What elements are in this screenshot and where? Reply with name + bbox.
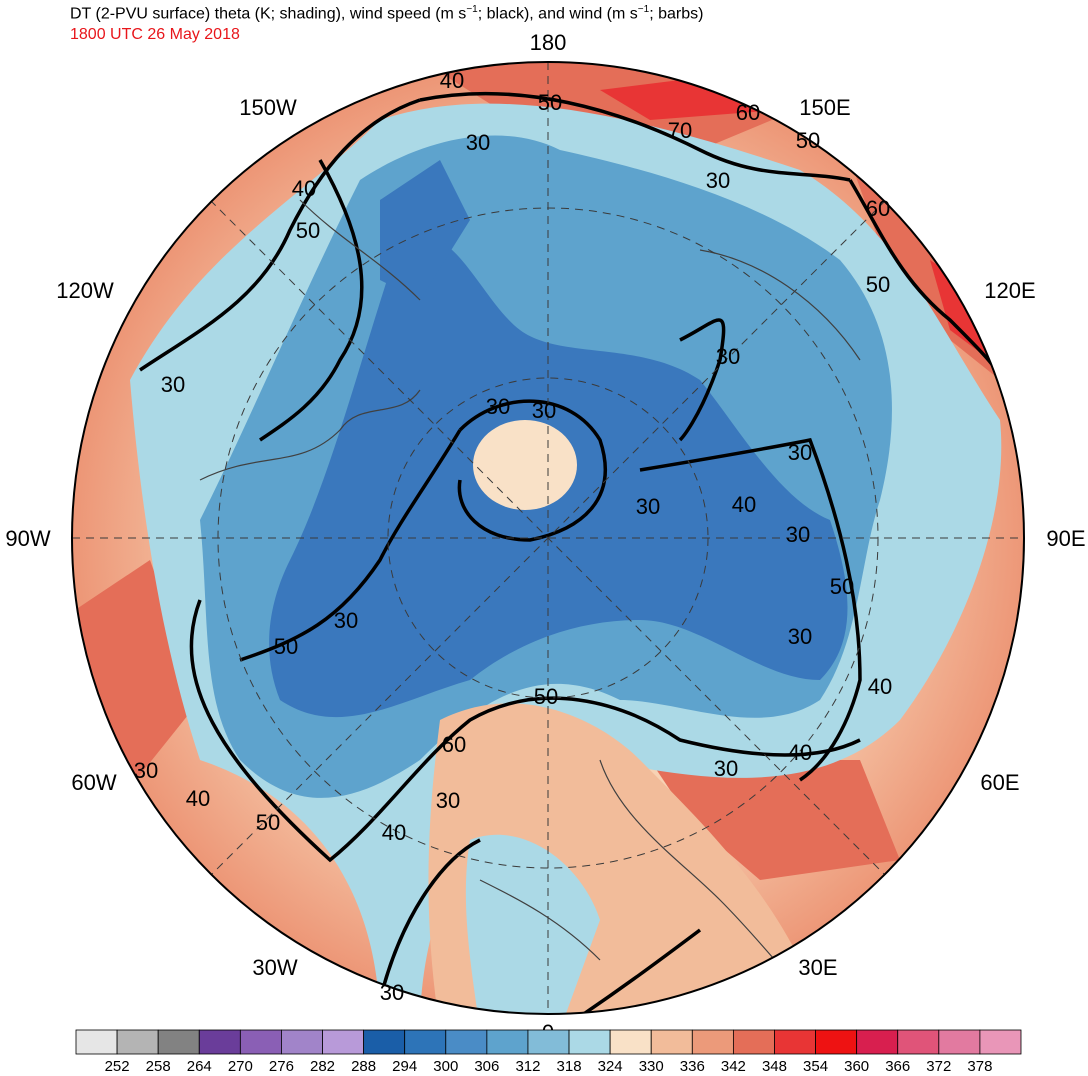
colorbar-tick-label: 330 — [639, 1058, 664, 1075]
colorbar-swatch — [897, 1029, 940, 1055]
contour-value-label: 30 — [466, 130, 490, 155]
contour-value-label: 30 — [486, 394, 510, 419]
colorbar-swatch — [815, 1029, 858, 1055]
graticule — [72, 62, 1024, 1014]
contour-value-label: 50 — [796, 128, 820, 153]
contour-value-label: 30 — [380, 980, 404, 1005]
longitude-label: 120W — [56, 278, 114, 303]
contour-value-label: 60 — [866, 196, 890, 221]
longitude-label: 150W — [239, 95, 297, 120]
colorbar-tick-label: 360 — [844, 1058, 869, 1075]
longitude-label: 120E — [984, 278, 1035, 303]
colorbar-swatch — [650, 1029, 693, 1055]
colorbar-swatch — [691, 1029, 734, 1055]
contour-value-label: 50 — [274, 634, 298, 659]
colorbar-swatch — [116, 1029, 159, 1055]
contour-value-label: 50 — [534, 684, 558, 709]
contour-value-label: 30 — [706, 168, 730, 193]
colorbar-tick-label: 348 — [762, 1058, 787, 1075]
contour-labels: 30 30 30 30 30 30 30 30 30 30 30 30 30 30 30 40 40 40 40 40… — [134, 68, 892, 1005]
colorbar-tick-label: 366 — [885, 1058, 910, 1075]
longitude-label: 60W — [71, 770, 116, 795]
colorbar-swatch — [445, 1029, 488, 1055]
contour-value-label: 40 — [440, 68, 464, 93]
colorbar-swatch — [486, 1029, 529, 1055]
colorbar-tick-label: 306 — [474, 1058, 499, 1075]
map-title: DT (2-PVU surface) theta (K; shading), w… — [70, 4, 704, 23]
colorbar-swatch — [938, 1029, 981, 1055]
colorbar-tick-label: 318 — [557, 1058, 582, 1075]
colorbar-tick-label: 282 — [310, 1058, 335, 1075]
contour-value-label: 40 — [292, 176, 316, 201]
contour-value-label: 30 — [134, 758, 158, 783]
contour-value-label: 60 — [736, 100, 760, 125]
longitude-label: 90W — [5, 526, 50, 551]
contour-value-label: 30 — [714, 756, 738, 781]
colorbar-swatch — [609, 1029, 652, 1055]
contour-value-label: 30 — [788, 440, 812, 465]
colorbar-tick-label: 378 — [967, 1058, 992, 1075]
contour-value-label: 30 — [161, 372, 185, 397]
colorbar-swatch — [732, 1029, 775, 1055]
colorbar-tick-label: 300 — [433, 1058, 458, 1075]
colorbar-tick-label: 324 — [598, 1058, 623, 1075]
colorbar-tick-label: 258 — [146, 1058, 171, 1075]
longitude-label: 150E — [799, 95, 850, 120]
colorbar-swatch — [281, 1029, 323, 1055]
colorbar-swatch — [75, 1029, 118, 1055]
wind-speed-contours — [139, 91, 1002, 1014]
contour-value-label: 30 — [788, 624, 812, 649]
colorbar-swatch — [239, 1029, 282, 1055]
colorbar-tick-label: 276 — [269, 1058, 294, 1075]
colorbar-swatch — [856, 1029, 899, 1055]
longitude-label: 90E — [1046, 526, 1085, 551]
contour-value-label: 60 — [442, 732, 466, 757]
contour-value-label: 30 — [716, 344, 740, 369]
colorbar-tick-label: 264 — [187, 1058, 212, 1075]
map-valid-time: 1800 UTC 26 May 2018 — [70, 26, 240, 43]
contour-value-label: 50 — [296, 218, 320, 243]
contour-value-label: 30 — [532, 398, 556, 423]
contour-value-label: 50 — [256, 810, 280, 835]
colorbar-tick-label: 252 — [105, 1058, 130, 1075]
colorbar-tick-label: 270 — [228, 1058, 253, 1075]
contour-value-label: 40 — [788, 740, 812, 765]
contour-value-label: 40 — [732, 492, 756, 517]
colorbar-swatch — [568, 1029, 611, 1055]
colorbar-tick-label: 342 — [721, 1058, 746, 1075]
longitude-label: 180 — [530, 30, 567, 55]
longitude-labels: 180150E120E90E60E30E030W60W90W120W150W — [5, 30, 1085, 1045]
colorbar-tick-label: 372 — [926, 1058, 951, 1075]
colorbar-tick-label: 354 — [803, 1058, 828, 1075]
contour-value-label: 30 — [334, 608, 358, 633]
contour-value-label: 30 — [636, 494, 660, 519]
colorbar-swatch — [979, 1029, 1022, 1055]
colorbar-swatch — [527, 1029, 570, 1055]
contour-value-label: 40 — [868, 674, 892, 699]
colorbar-tick-label: 336 — [680, 1058, 705, 1075]
colorbar-swatch — [363, 1029, 406, 1055]
longitude-label: 30E — [798, 955, 837, 980]
colorbar-tick-label: 294 — [392, 1058, 417, 1075]
contour-value-label: 50 — [830, 574, 854, 599]
longitude-label: 30W — [252, 955, 297, 980]
contour-value-label: 40 — [382, 820, 406, 845]
colorbar-swatch — [198, 1029, 241, 1055]
contour-value-label: 50 — [866, 272, 890, 297]
colorbar: 252 258 264 270 276 282 288 294 300 306 312 318 324 3… — [75, 1029, 1022, 1075]
colorbar-swatch — [157, 1029, 200, 1055]
contour-value-label: 50 — [538, 90, 562, 115]
colorbar-swatch — [774, 1029, 816, 1055]
contour-value-label: 70 — [668, 118, 692, 143]
contour-value-label: 30 — [786, 522, 810, 547]
colorbar-tick-label: 312 — [515, 1058, 540, 1075]
map-border — [71, 61, 1025, 1015]
contour-value-label: 40 — [186, 786, 210, 811]
contour-value-label: 30 — [436, 788, 460, 813]
longitude-label: 60E — [980, 770, 1019, 795]
colorbar-tick-label: 288 — [351, 1058, 376, 1075]
colorbar-swatch — [404, 1029, 447, 1055]
colorbar-swatch — [322, 1029, 365, 1055]
